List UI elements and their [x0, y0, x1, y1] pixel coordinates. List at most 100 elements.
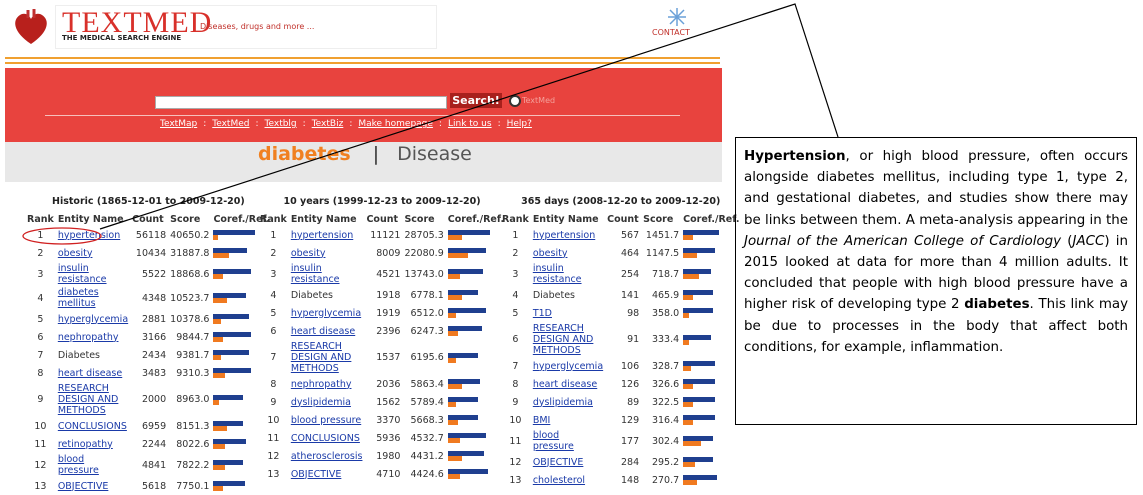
bar-cell — [211, 226, 271, 244]
entity-name[interactable]: hypertension — [532, 229, 596, 241]
entity-name[interactable]: obesity — [57, 247, 93, 259]
entity-name[interactable]: RESEARCH DESIGN AND METHODS — [532, 323, 594, 356]
entity-name[interactable]: OBJECTIVE — [532, 456, 584, 468]
entity-name[interactable]: heart disease — [532, 378, 598, 390]
entity-name[interactable]: obesity — [290, 247, 326, 259]
column-header: Rank — [260, 214, 287, 225]
coref-bar — [683, 457, 714, 462]
coref-bar — [213, 332, 252, 337]
entity-name[interactable]: diabetes mellitus — [57, 287, 99, 309]
entity-cell: T1D — [531, 304, 605, 322]
score: 328.7 — [651, 360, 680, 372]
row: 2 obesity 10434 31887.8 — [25, 244, 272, 262]
entity-cell: CONCLUSIONS — [289, 429, 365, 447]
nav-link[interactable]: Textblg — [264, 119, 297, 129]
ref-bar — [447, 438, 460, 443]
search-input[interactable] — [155, 96, 447, 109]
row: 10 BMI 129 316.4 — [500, 411, 741, 429]
ref-bar — [447, 313, 456, 318]
entity-name[interactable]: hypertension — [290, 229, 354, 241]
count: 284 — [621, 456, 640, 468]
bar-cell — [681, 226, 741, 244]
rank: 12 — [509, 456, 522, 468]
ref-bar — [447, 357, 456, 363]
ref-bar — [213, 235, 219, 240]
nav-link[interactable]: Help? — [506, 119, 532, 129]
entity-name[interactable]: hyperglycemia — [290, 307, 362, 319]
note-text: ( — [1061, 233, 1073, 249]
entity-name[interactable]: atherosclerosis — [290, 450, 363, 462]
entity-name[interactable]: T1D — [532, 307, 552, 319]
count: 2000 — [141, 394, 167, 405]
entity-name[interactable]: insulin resistance — [57, 263, 107, 285]
table-title: 365 days (2008-12-20 to 2009-12-20) — [521, 196, 721, 207]
entity-name[interactable]: hyperglycemia — [57, 313, 129, 325]
rank: 7 — [37, 349, 44, 361]
entity-name[interactable]: dyslipidemia — [290, 396, 351, 408]
rank: 11 — [34, 438, 47, 450]
nav-link[interactable]: TextMed — [212, 119, 250, 129]
ref-bar — [447, 235, 462, 240]
entity-name[interactable]: hypertension — [57, 229, 121, 241]
search-button[interactable]: Search! — [450, 93, 502, 108]
row: 6 nephropathy 3166 9844.7 — [25, 328, 272, 346]
nav-link[interactable]: TextBiz — [311, 119, 344, 129]
entity-name[interactable]: CONCLUSIONS — [57, 420, 127, 432]
nav-link[interactable]: Make homepage — [358, 119, 433, 129]
column-header: Coref./Ref. — [683, 214, 740, 225]
column-header: Count — [366, 214, 399, 225]
entity-cell: heart disease — [289, 322, 365, 340]
entity-name[interactable]: nephropathy — [290, 378, 352, 390]
score: 358.0 — [651, 307, 680, 319]
score: 5668.3 — [410, 414, 444, 426]
row: 7 Diabetes 2434 9381.7 — [25, 346, 272, 364]
entity-name[interactable]: cholesterol — [532, 474, 586, 486]
entity-name[interactable]: dyslipidemia — [532, 396, 593, 408]
note-text: . This link may be due to processes in t… — [744, 297, 1128, 355]
entity-name[interactable]: blood pressure — [57, 454, 99, 476]
bar-cell — [211, 262, 271, 286]
entity-name[interactable]: obesity — [532, 247, 568, 259]
entity-name[interactable]: RESEARCH DESIGN AND METHODS — [290, 341, 352, 374]
entity-name[interactable]: OBJECTIVE — [57, 480, 109, 492]
entity-cell: cholesterol — [531, 471, 605, 489]
count: 1980 — [376, 450, 401, 462]
row: 5 T1D 98 358.0 — [500, 304, 741, 322]
entity-cell: blood pressure — [289, 411, 365, 429]
entity-name[interactable]: CONCLUSIONS — [290, 432, 360, 444]
entity-name[interactable]: retinopathy — [57, 438, 113, 450]
entity-name[interactable]: RESEARCH DESIGN AND METHODS — [57, 383, 119, 416]
count: 89 — [627, 396, 640, 408]
entity-name[interactable]: blood pressure — [290, 414, 362, 426]
row: 11 CONCLUSIONS 5936 4532.7 — [258, 429, 506, 447]
entity-name[interactable]: insulin resistance — [532, 263, 582, 285]
contact-link[interactable]: CONTACT — [652, 28, 690, 37]
coref-bar — [213, 460, 244, 465]
coref-bar — [213, 314, 250, 319]
entity-name[interactable]: BMI — [532, 414, 551, 426]
coref-bar — [213, 439, 247, 444]
count: 91 — [627, 334, 640, 345]
coref-bar — [683, 248, 716, 253]
ref-bar — [683, 235, 694, 240]
entity-name[interactable]: OBJECTIVE — [290, 468, 342, 480]
nav-link[interactable]: TextMap — [160, 119, 198, 129]
nav-link[interactable]: Link to us — [447, 119, 492, 129]
count: 1562 — [376, 396, 401, 408]
score: 316.4 — [651, 414, 680, 426]
entity-name[interactable]: hyperglycemia — [532, 360, 604, 372]
entity-name[interactable]: blood pressure — [532, 430, 574, 452]
row: 10 blood pressure 3370 5668.3 — [258, 411, 506, 429]
rank: 1 — [270, 229, 277, 241]
column-header: Score — [643, 214, 674, 225]
entity-name[interactable]: heart disease — [290, 325, 356, 337]
coref-bar — [447, 352, 478, 358]
entity-name[interactable]: nephropathy — [57, 331, 119, 343]
score: 718.7 — [651, 268, 680, 280]
entity-cell: retinopathy — [56, 435, 130, 453]
entity-name[interactable]: heart disease — [57, 367, 123, 379]
radio[interactable] — [509, 95, 521, 107]
entity-name[interactable]: insulin resistance — [290, 263, 340, 285]
rank: 9 — [37, 394, 44, 405]
column-header: Entity Name — [290, 214, 357, 225]
